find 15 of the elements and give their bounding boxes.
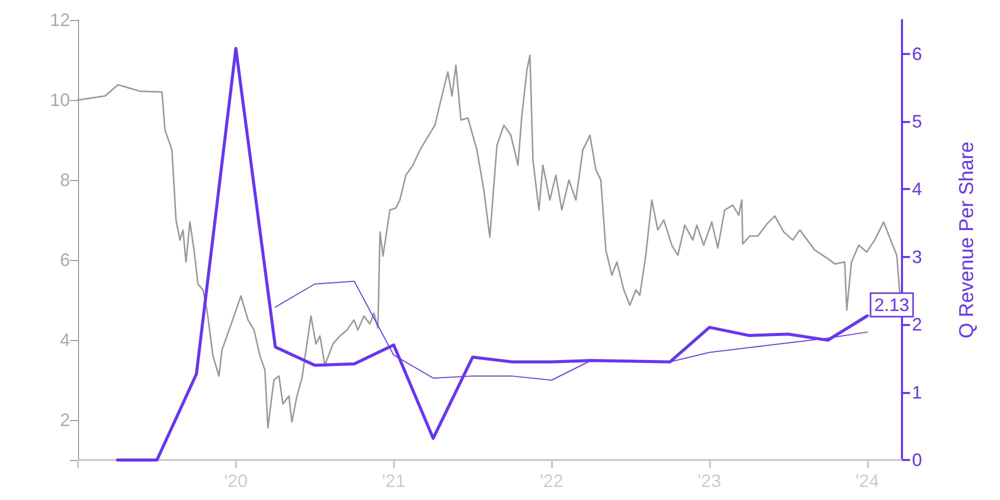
y2-tick-label: 0 <box>912 450 922 470</box>
y-tick-label: 4 <box>60 330 70 350</box>
y2-tick-label: 5 <box>912 112 922 132</box>
y-tick-label: 8 <box>60 170 70 190</box>
data-label: 2.13 <box>874 294 910 315</box>
y2-tick-label: 3 <box>912 246 922 267</box>
y2-tick-label: 1 <box>912 382 922 402</box>
y-tick-label: 6 <box>60 250 70 270</box>
y-tick-label: 12 <box>50 10 70 30</box>
y-tick-label: 2 <box>60 410 70 430</box>
y2-tick-label: 6 <box>912 44 922 64</box>
y2-tick-label: 2 <box>912 314 922 335</box>
y-tick-label: 10 <box>50 90 70 110</box>
y2-tick-label: 4 <box>912 179 922 200</box>
y2-axis-title: Q Revenue Per Share <box>956 142 978 338</box>
